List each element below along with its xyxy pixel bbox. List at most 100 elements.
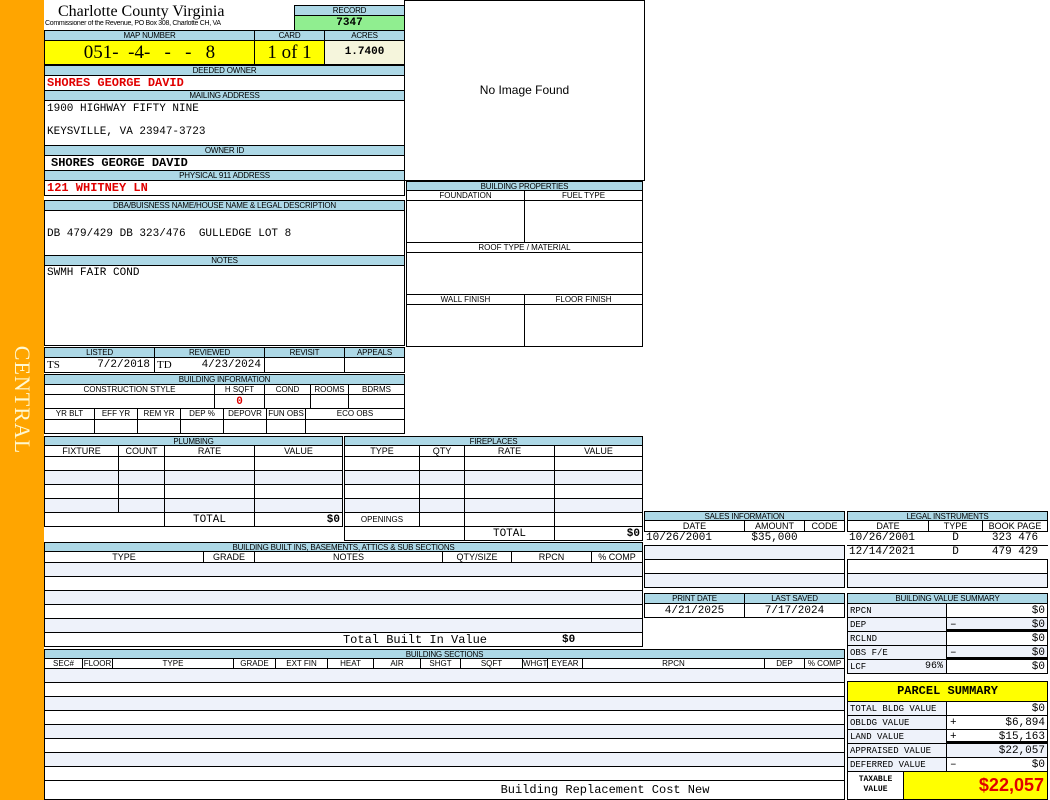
plumbing-cell xyxy=(164,456,255,471)
parcel-summary-row-label: LAND VALUE xyxy=(847,729,947,744)
sections-row xyxy=(44,738,845,753)
sections-footer: Building Replacement Cost New xyxy=(500,783,710,797)
built-ins-row xyxy=(44,604,643,619)
plumbing-cell xyxy=(254,484,343,499)
sales-row xyxy=(644,559,845,574)
building-info-value xyxy=(44,419,95,434)
value-summary-pct: 96% xyxy=(924,661,943,672)
fireplaces-cell xyxy=(464,470,555,485)
value-summary-value: $0 xyxy=(946,617,1048,632)
built-ins-total-row xyxy=(44,632,643,647)
fireplaces-cell xyxy=(554,498,643,513)
fireplaces-total-spacer xyxy=(344,526,465,541)
fireplaces-openings-cell xyxy=(419,512,465,527)
parcel-summary-value: $6,894 xyxy=(946,715,1048,730)
last-saved-value: 7/17/2024 xyxy=(744,603,845,618)
plumbing-cell xyxy=(254,456,343,471)
parcel-summary-row-label: APPRAISED VALUE xyxy=(847,743,947,758)
value-summary-value: $0 xyxy=(946,645,1048,660)
parcel-summary-sign: – xyxy=(950,759,957,770)
value-summary-row-label: DEP xyxy=(847,617,947,632)
acres-value: 1.7400 xyxy=(324,40,405,65)
mailing-line2: KEYSVILLE, VA 23947-3723 xyxy=(47,126,206,138)
legal_instruments-cell: 10/26/2001 xyxy=(847,531,929,546)
building-info-value xyxy=(348,394,405,409)
mailing-address-value: 1900 HIGHWAY FIFTY NINE KEYSVILLE, VA 239… xyxy=(44,100,405,146)
building-info-value xyxy=(180,419,224,434)
plumbing-cell xyxy=(118,484,165,499)
foundation-value xyxy=(406,200,525,243)
legal_instruments-cell: D xyxy=(928,531,983,546)
fireplaces-cell xyxy=(344,470,420,485)
value-summary-value: $0 xyxy=(946,631,1048,646)
legal-description-value: DB 479/429 DB 323/476 GULLEDGE LOT 8 xyxy=(44,210,405,256)
fireplaces-cell xyxy=(464,498,555,513)
building-info-value xyxy=(266,419,306,434)
print-date-value: 4/21/2025 xyxy=(644,603,745,618)
fireplaces-cell xyxy=(419,456,465,471)
built-ins-row xyxy=(44,590,643,605)
building-info-value: 0 xyxy=(214,394,265,409)
plumbing-cell xyxy=(254,498,343,513)
sales-cell: $35,000 xyxy=(744,531,805,546)
sections-row xyxy=(44,752,845,767)
fireplaces-total-label: TOTAL xyxy=(464,526,555,541)
physical-address-value: 121 WHITNEY LN xyxy=(44,180,405,196)
plumbing-cell xyxy=(164,498,255,513)
built-ins-total-label: Total Built In Value xyxy=(342,633,488,646)
page-subtitle: Commissioner of the Revenue, PO Box 308,… xyxy=(45,20,221,27)
building-info-value xyxy=(310,394,349,409)
floor-finish-value xyxy=(524,304,643,347)
district-sidebar: CENTRAL xyxy=(0,0,44,800)
building-info-value xyxy=(223,419,267,434)
notes-value: SWMH FAIR COND xyxy=(44,265,405,346)
sections-row xyxy=(44,724,845,739)
revisit-value xyxy=(264,357,345,373)
fireplaces-cell xyxy=(419,470,465,485)
value-summary-sign: – xyxy=(950,647,957,658)
value-summary-row-label: OBS F/E xyxy=(847,645,947,660)
fireplaces-cell xyxy=(464,456,555,471)
plumbing-cell xyxy=(44,470,119,485)
building-info-value xyxy=(94,419,138,434)
parcel-summary-value: $0 xyxy=(946,701,1048,716)
value-summary-value: $0 xyxy=(946,603,1048,618)
page-title: Charlotte County Virginia xyxy=(58,3,225,20)
legal_instruments-col: TYPE xyxy=(928,520,983,532)
fireplaces-cell xyxy=(419,498,465,513)
building-info-value xyxy=(305,419,405,434)
sections-row xyxy=(44,668,845,683)
deeded-owner-value: SHORES GEORGE DAVID xyxy=(44,75,405,91)
built-ins-total: $0 xyxy=(562,634,576,646)
fireplaces-openings-cell xyxy=(464,512,555,527)
plumbing-cell xyxy=(44,484,119,499)
map-number-value: 051- -4- - - 8 xyxy=(44,40,255,65)
reviewed-date: 4/23/2024 xyxy=(201,359,261,371)
legal_instruments-cell: 479 429 xyxy=(982,545,1048,560)
plumbing-cell xyxy=(118,470,165,485)
fireplaces-cell xyxy=(344,484,420,499)
mailing-line1: 1900 HIGHWAY FIFTY NINE xyxy=(47,103,199,115)
built-ins-row xyxy=(44,576,643,591)
plumbing-total-spacer xyxy=(44,512,165,527)
record-value: 7347 xyxy=(294,15,405,31)
parcel-summary-row-label: OBLDG VALUE xyxy=(847,715,947,730)
building-info-value xyxy=(264,394,311,409)
legal_instruments-cell: D xyxy=(928,545,983,560)
parcel-summary-value: $15,163 xyxy=(946,729,1048,744)
listed-by: TS xyxy=(44,357,155,373)
fireplaces-total: $0 xyxy=(554,526,643,541)
sales-row xyxy=(644,545,845,560)
sales-col: AMOUNT xyxy=(744,520,805,532)
parcel-summary-value: $22,057 xyxy=(946,743,1048,758)
parcel-summary-sign: + xyxy=(950,731,957,742)
taxable-value-label: TAXABLE VALUE xyxy=(847,771,904,800)
plumbing-cell xyxy=(118,456,165,471)
parcel-summary-sign: + xyxy=(950,717,957,728)
sales-cell: 10/26/2001 xyxy=(644,531,745,546)
sales-row xyxy=(644,573,845,588)
plumbing-total-label: TOTAL xyxy=(164,512,255,527)
fireplaces-cell xyxy=(419,484,465,499)
fireplaces-openings-cell xyxy=(554,512,643,527)
wall-finish-value xyxy=(406,304,525,347)
